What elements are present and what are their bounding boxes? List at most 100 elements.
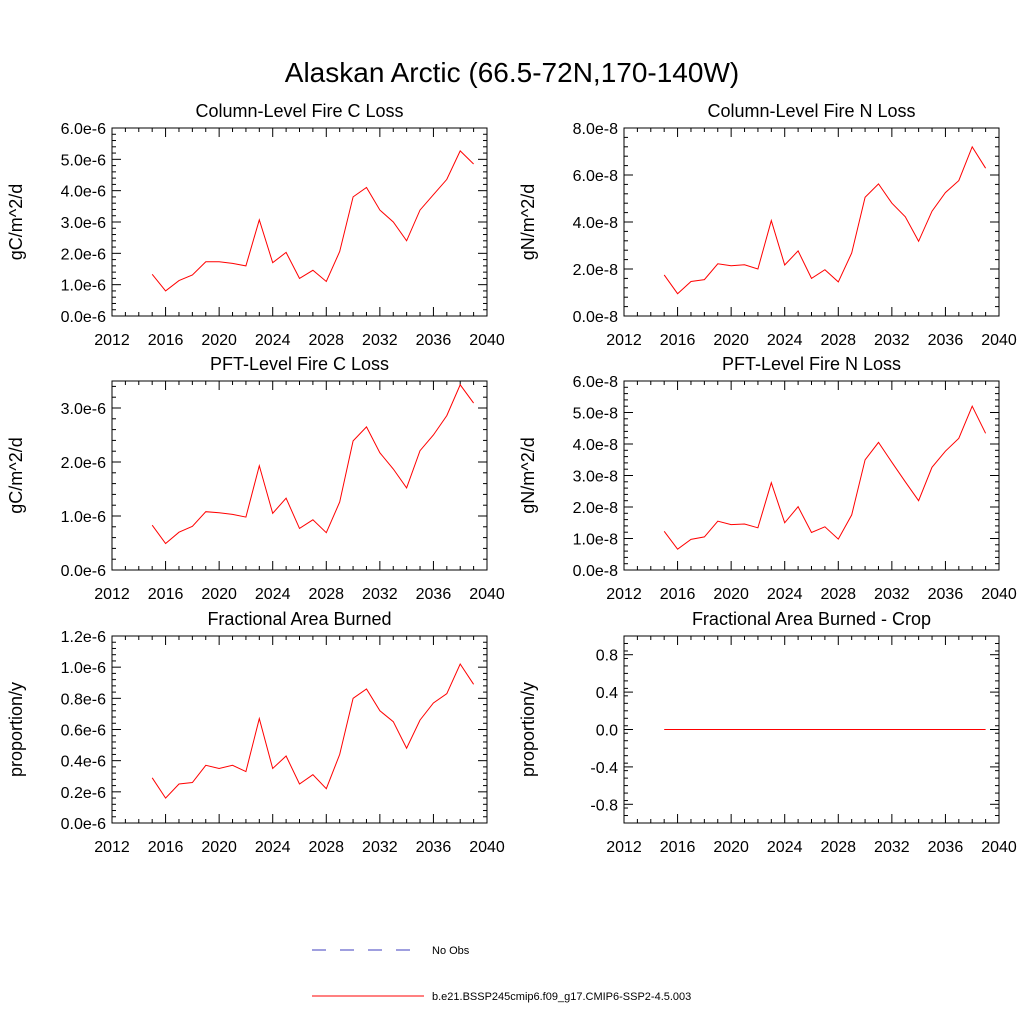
- x-tick-label: 2040: [469, 332, 505, 349]
- x-tick-label: 2028: [308, 839, 344, 856]
- y-tick-label: 4.0e-8: [573, 437, 618, 454]
- panel-3: PFT-Level Fire C Loss 2012 2016 2020 2024 202…: [6, 354, 505, 603]
- x-tick-label: 2024: [767, 332, 803, 349]
- figure-title: Alaskan Arctic (66.5-72N,170-140W): [285, 57, 739, 88]
- x-tick-label: 2024: [767, 839, 803, 856]
- x-tick-label: 2012: [606, 839, 642, 856]
- series-line: [151, 662, 475, 799]
- panel-title: Fractional Area Burned: [207, 609, 391, 629]
- series-line: [151, 383, 475, 545]
- y-tick-label: 0.8e-6: [61, 691, 106, 708]
- x-tick-label: 2012: [94, 586, 130, 603]
- plot-frame: [623, 127, 1000, 317]
- y-tick-label: 6.0e-8: [573, 374, 618, 391]
- x-tick-label: 2016: [660, 586, 696, 603]
- y-tick-label: 1.0e-8: [573, 532, 618, 549]
- y-tick-label: 0.0e-6: [61, 563, 106, 580]
- series-line: [151, 150, 474, 292]
- x-tick-label: 2036: [928, 839, 964, 856]
- panel-title: Column-Level Fire C Loss: [195, 101, 403, 121]
- y-tick-label: 3.0e-8: [573, 469, 618, 486]
- y-tick-label: -0.8: [590, 797, 618, 814]
- legend: No Obs b.e21.BSSP245cmip6.f09_g17.CMIP6-…: [312, 945, 691, 1003]
- x-tick-label: 2016: [148, 332, 184, 349]
- x-tick-label: 2024: [255, 839, 291, 856]
- y-tick-label: 0.6e-6: [61, 723, 106, 740]
- x-tick-label: 2036: [416, 839, 452, 856]
- x-tick-label: 2032: [362, 332, 398, 349]
- y-tick-label: 4.0e-6: [61, 184, 106, 201]
- y-tick-label: 0.2e-6: [61, 785, 106, 802]
- x-tick-label: 2032: [874, 839, 910, 856]
- y-axis-label: gN/m^2/d: [518, 437, 538, 513]
- y-tick-label: 6.0e-8: [573, 168, 618, 185]
- plot-frame: [623, 380, 1000, 571]
- x-tick-label: 2028: [820, 586, 856, 603]
- y-tick-label: 2.0e-6: [61, 246, 106, 263]
- y-tick-label: 1.2e-6: [61, 629, 106, 646]
- x-tick-label: 2020: [713, 332, 749, 349]
- y-tick-label: 3.0e-6: [61, 401, 106, 418]
- x-tick-label: 2028: [820, 839, 856, 856]
- y-axis-label: gC/m^2/d: [6, 437, 26, 513]
- y-tick-label: 8.0e-8: [573, 121, 618, 138]
- y-tick-label: 0.4: [596, 685, 618, 702]
- x-tick-label: 2032: [362, 839, 398, 856]
- x-tick-label: 2020: [201, 586, 237, 603]
- y-tick-label: -0.4: [590, 760, 618, 777]
- x-tick-label: 2024: [255, 586, 291, 603]
- panel-6: Fractional Area Burned - Crop 2012 2016 202…: [518, 609, 1017, 856]
- x-tick-label: 2036: [416, 586, 452, 603]
- y-axis-label: gC/m^2/d: [6, 184, 26, 260]
- x-tick-label: 2040: [469, 586, 505, 603]
- x-tick-label: 2020: [713, 839, 749, 856]
- panel-title: PFT-Level Fire N Loss: [722, 354, 901, 374]
- x-tick-label: 2012: [606, 332, 642, 349]
- x-tick-label: 2032: [874, 332, 910, 349]
- x-tick-label: 2032: [874, 586, 910, 603]
- series-line: [663, 145, 987, 295]
- x-tick-label: 2036: [416, 332, 452, 349]
- x-tick-label: 2028: [820, 332, 856, 349]
- panel-title: Fractional Area Burned - Crop: [692, 609, 931, 629]
- x-tick-label: 2040: [981, 839, 1017, 856]
- panel-2: Column-Level Fire N Loss 2012 2016 2020 2024…: [518, 101, 1017, 349]
- x-tick-label: 2012: [94, 332, 130, 349]
- y-axis-label: gN/m^2/d: [518, 184, 538, 260]
- x-tick-label: 2040: [981, 332, 1017, 349]
- x-tick-label: 2024: [767, 586, 803, 603]
- x-tick-label: 2020: [201, 332, 237, 349]
- x-tick-label: 2012: [606, 586, 642, 603]
- y-tick-label: 3.0e-6: [61, 215, 106, 232]
- x-tick-label: 2012: [94, 839, 130, 856]
- plot-frame: [111, 127, 488, 317]
- y-tick-label: 2.0e-6: [61, 455, 106, 472]
- y-tick-label: 0.0e-8: [573, 563, 618, 580]
- x-tick-label: 2016: [660, 839, 696, 856]
- x-tick-label: 2036: [928, 332, 964, 349]
- panel-title: Column-Level Fire N Loss: [707, 101, 915, 121]
- x-tick-label: 2028: [308, 332, 344, 349]
- panel-5: Fractional Area Burned 2012 2016 2020 2024 20…: [6, 609, 505, 856]
- x-tick-label: 2016: [148, 586, 184, 603]
- legend-label-no-obs: No Obs: [432, 945, 470, 957]
- x-tick-label: 2036: [928, 586, 964, 603]
- y-tick-label: 6.0e-6: [61, 121, 106, 138]
- y-tick-label: 1.0e-6: [61, 660, 106, 677]
- x-tick-label: 2020: [201, 839, 237, 856]
- x-tick-label: 2024: [255, 332, 291, 349]
- panel-title: PFT-Level Fire C Loss: [210, 354, 389, 374]
- y-tick-label: 0.4e-6: [61, 754, 106, 771]
- panels: Column-Level Fire C Loss 2012 2016 2020 2024…: [6, 101, 1017, 856]
- x-tick-label: 2016: [660, 332, 696, 349]
- y-tick-label: 0.0e-6: [61, 309, 106, 326]
- x-tick-label: 2040: [469, 839, 505, 856]
- x-tick-label: 2016: [148, 839, 184, 856]
- panel-4: PFT-Level Fire N Loss 2012 2016 2020 2024 202…: [518, 354, 1017, 603]
- x-tick-label: 2020: [713, 586, 749, 603]
- y-tick-label: 1.0e-6: [61, 278, 106, 295]
- y-tick-label: 0.0: [596, 723, 618, 740]
- x-tick-label: 2032: [362, 586, 398, 603]
- x-tick-label: 2040: [981, 586, 1017, 603]
